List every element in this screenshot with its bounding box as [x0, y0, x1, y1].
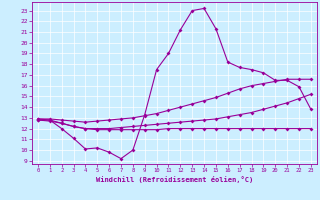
X-axis label: Windchill (Refroidissement éolien,°C): Windchill (Refroidissement éolien,°C) — [96, 176, 253, 183]
